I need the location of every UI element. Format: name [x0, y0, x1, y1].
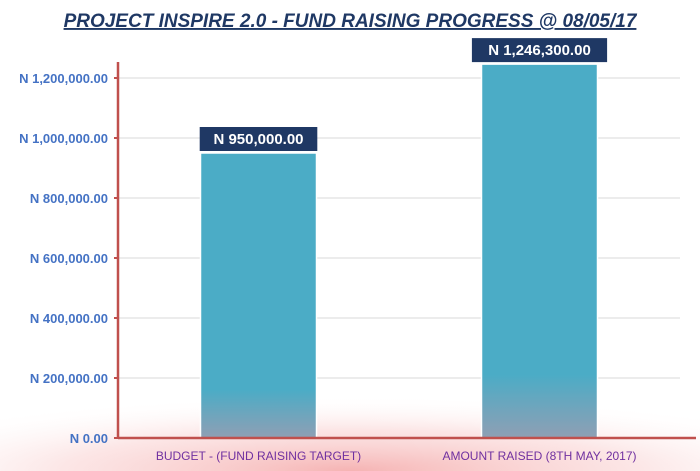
y-tick-label: N 0.00: [70, 431, 108, 446]
y-tick-label: N 200,000.00: [30, 371, 108, 386]
data-label: N 950,000.00: [213, 131, 303, 148]
chart-title: PROJECT INSPIRE 2.0 - FUND RAISING PROGR…: [64, 11, 638, 32]
category-label: BUDGET - (FUND RAISING TARGET): [156, 449, 361, 463]
data-label-box: [471, 38, 608, 63]
bars: [199, 63, 599, 439]
y-tick-label: N 1,000,000.00: [19, 131, 108, 146]
y-tick-label: N 800,000.00: [30, 191, 108, 206]
y-axis-tick-labels: N 0.00 N 200,000.00 N 400,000.00 N 600,000.…: [19, 71, 108, 446]
category-label: AMOUNT RAISED (8TH MAY, 2017): [442, 449, 636, 463]
bar: [480, 63, 599, 439]
y-tick-label: N 1,200,000.00: [19, 71, 108, 86]
y-tick-label: N 600,000.00: [30, 251, 108, 266]
data-labels: N 950,000.00 N 1,246,300.00: [199, 38, 608, 151]
bar: [199, 152, 318, 439]
data-label: N 1,246,300.00: [488, 42, 591, 59]
axes: [114, 62, 696, 440]
y-tick-label: N 400,000.00: [30, 311, 108, 326]
data-label-box: [199, 127, 318, 151]
x-axis-category-labels: BUDGET - (FUND RAISING TARGET) AMOUNT RAI…: [156, 449, 637, 463]
